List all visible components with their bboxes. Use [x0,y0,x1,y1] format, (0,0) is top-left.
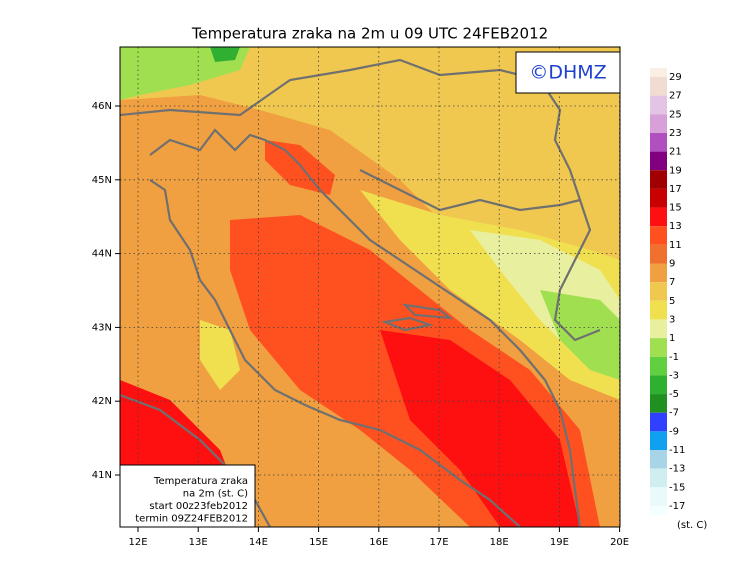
map-title: Temperatura zraka na 2m u 09 UTC 24FEB20… [191,25,548,43]
border-north [120,58,582,201]
colorbar-label: 27 [669,91,682,102]
border-east [359,169,601,342]
colorbar-swatch [650,151,667,171]
lon-label: 14E [249,537,268,548]
colorbar-swatch [650,226,667,245]
colorbar-swatch [650,300,667,320]
colorbar-swatch [650,68,667,77]
colorbar-label: -11 [669,445,685,456]
field-sea-hot [380,330,580,527]
lat-label: 42N [92,396,112,407]
colorbar-label: 1 [669,333,675,344]
info-line: termin 09Z24FEB2012 [135,514,248,525]
lat-label: 43N [92,322,112,333]
lon-label: 13E [189,537,208,548]
lon-label: 19E [550,537,569,548]
colorbar-swatch [650,505,667,515]
field-kvarner [265,140,335,195]
info-line: start 00z23feb2012 [149,501,248,512]
colorbar-label: -9 [669,426,679,437]
lon-label: 15E [309,537,328,548]
colorbar-swatch [650,375,667,395]
colorbar-label: 19 [669,165,682,176]
colorbar-swatch [650,170,667,189]
field-inland-mild [360,190,620,400]
colorbar-label: 15 [669,203,682,214]
colorbar-unit: (st. C) [677,520,707,531]
lon-label: 18E [490,537,509,548]
colorbar-swatch [650,244,667,264]
colorbar: 29 27 25 23 21 19 17 15 13 11 9 7 5 3 1 -1 -3 -5 -7 -9 -11 -1… [650,68,685,515]
colorbar-swatch [650,319,667,339]
info-line: na 2m (st. C) [183,489,248,500]
coastline-west [149,179,521,527]
colorbar-label: 9 [669,259,675,270]
coastline-east [149,128,582,527]
colorbar-label: 21 [669,147,682,158]
field-cold-nw-core [210,47,240,62]
colorbar-label: 23 [669,128,682,139]
colorbar-swatch [650,450,667,469]
lon-label: 20E [610,537,629,548]
colorbar-swatch [650,394,667,413]
coastline-italy [120,393,271,527]
colorbar-swatch [650,338,667,357]
colorbar-label: 25 [669,109,682,120]
plot-frame [119,46,621,528]
colorbar-label: 11 [669,240,682,251]
colorbar-label: -5 [669,389,679,400]
colorbar-label: -13 [669,464,685,475]
colorbar-swatch [650,188,667,208]
lon-label: 17E [429,537,448,548]
colorbar-swatch [650,263,667,283]
colorbar-swatch [650,412,667,432]
colorbar-swatch [650,487,667,506]
lat-label: 41N [92,470,112,481]
colorbar-label: 29 [669,72,682,83]
colorbar-swatch [650,468,667,488]
colorbar-label: -15 [669,482,685,493]
colorbar-label: 13 [669,221,682,232]
colorbar-swatch [650,282,667,301]
temperature-field [120,47,620,527]
lon-label: 16E [369,537,388,548]
colorbar-label: -3 [669,370,679,381]
colorbar-label: 17 [669,184,682,195]
info-box [119,464,256,528]
colorbar-label: 5 [669,296,675,307]
lat-label: 44N [92,249,112,260]
logo: ©DHMZ [529,62,606,84]
colorbar-label: -17 [669,501,685,512]
colorbar-swatch [650,207,667,227]
lon-label: 12E [128,537,147,548]
colorbar-swatch [650,114,667,133]
islands [380,303,454,332]
colorbar-swatch [650,356,667,376]
colorbar-label: -1 [669,352,679,363]
lat-label: 45N [92,175,112,186]
colorbar-swatch [650,431,667,450]
lat-label: 46N [92,101,112,112]
info-line: Temperatura zraka [153,476,248,487]
colorbar-swatch [650,77,667,96]
logo-box [515,51,621,94]
colorbar-swatch [650,95,667,115]
info-lines: Temperatura zraka na 2m (st. C)start 00z2… [135,476,248,525]
coastlines [120,58,601,527]
field-peninsula [200,320,240,390]
colorbar-label: 3 [669,314,675,325]
colorbar-label: 7 [669,277,675,288]
colorbar-label: -7 [669,408,679,419]
colorbar-swatch [650,132,667,152]
field-cold [540,290,620,380]
